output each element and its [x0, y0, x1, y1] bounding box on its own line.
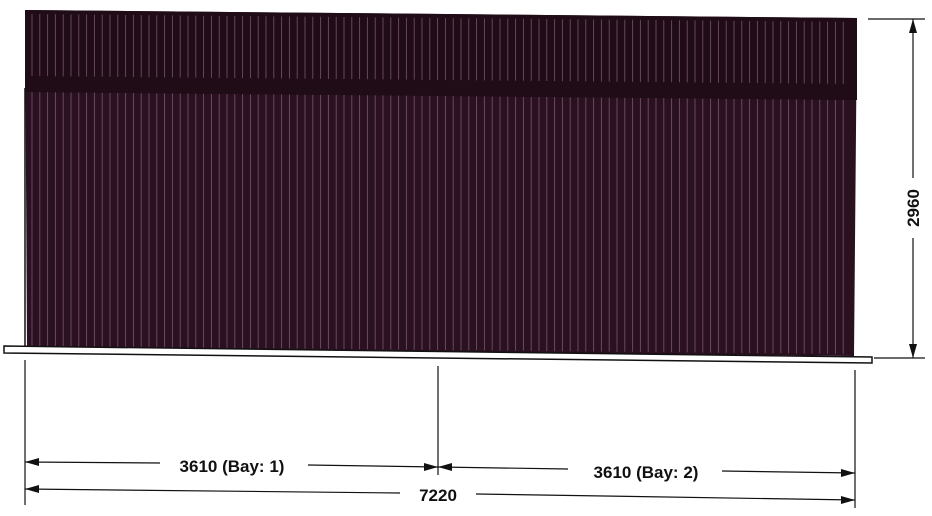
bay1-dimension-label: 3610 (Bay: 1)	[180, 457, 285, 476]
bay1-dimension: 3610 (Bay: 1)	[24, 457, 439, 476]
bay2-dimension: 3610 (Bay: 2)	[437, 463, 856, 482]
total-dimension-label: 7220	[419, 486, 457, 505]
header-band	[25, 10, 857, 100]
bay2-dimension-label: 3610 (Bay: 2)	[594, 463, 699, 482]
header-shadow-band	[25, 76, 857, 100]
ground-slab	[3, 345, 873, 364]
height-dimension: 2960	[868, 18, 925, 359]
cladding-ribs	[25, 14, 857, 354]
height-dimension-label: 2960	[904, 189, 923, 227]
total-dimension: 7220	[24, 485, 856, 505]
